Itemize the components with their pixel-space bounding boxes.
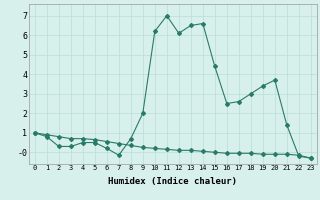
X-axis label: Humidex (Indice chaleur): Humidex (Indice chaleur) xyxy=(108,177,237,186)
